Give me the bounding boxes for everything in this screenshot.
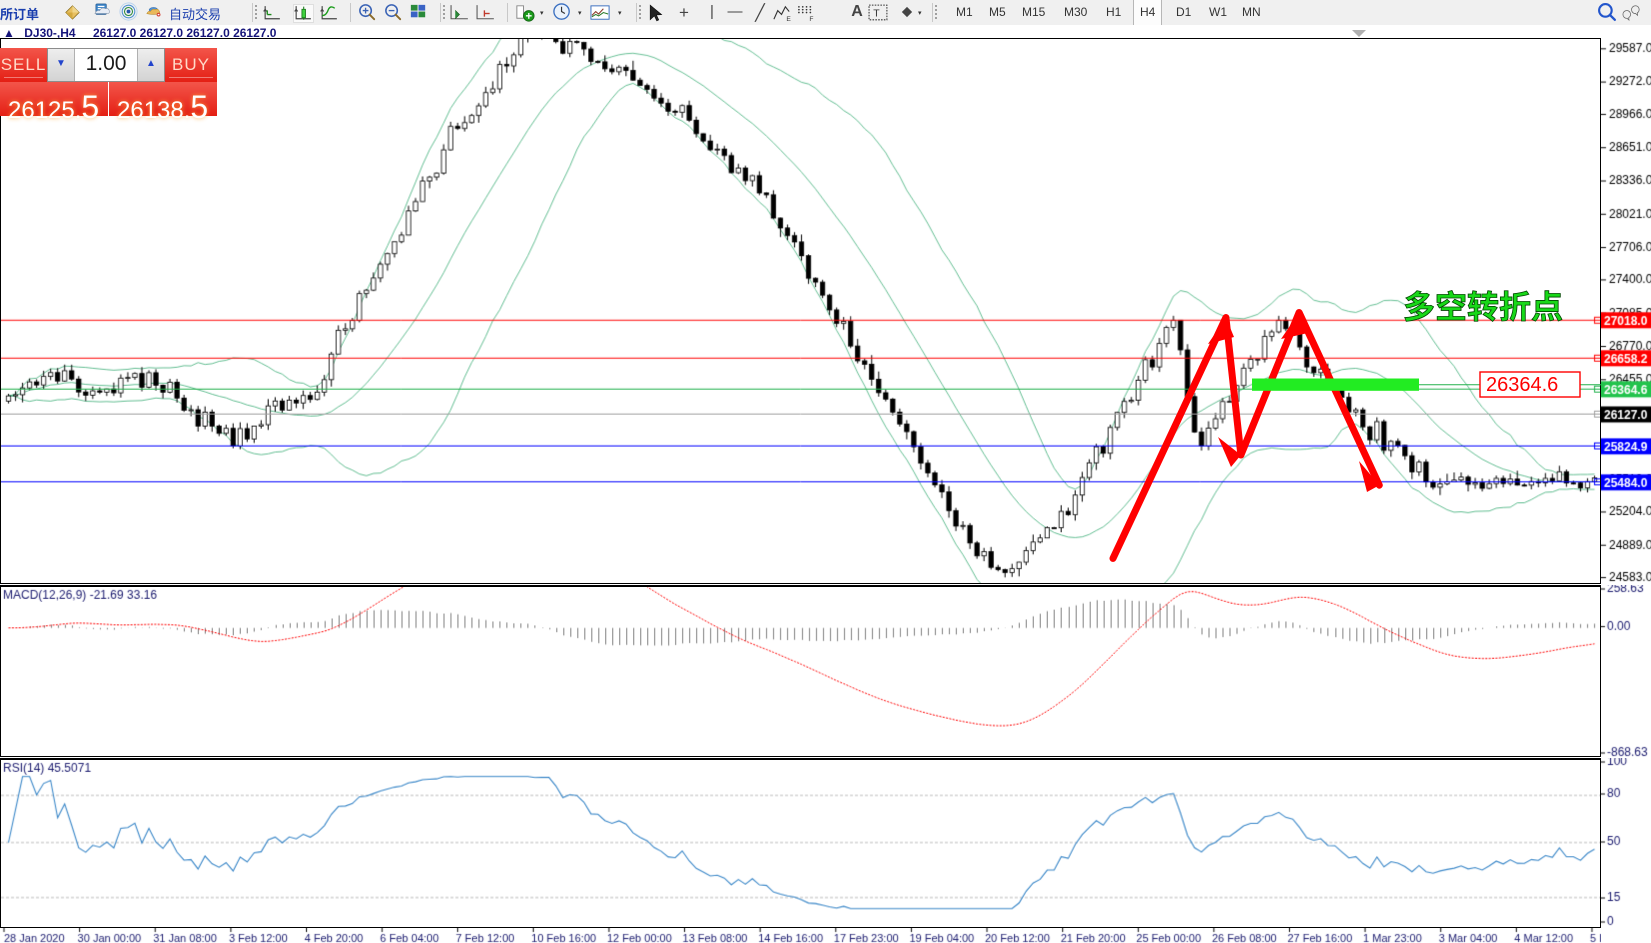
svg-text:F: F [809, 16, 813, 23]
svg-text:E: E [786, 16, 791, 23]
svg-text:T: T [873, 8, 880, 20]
